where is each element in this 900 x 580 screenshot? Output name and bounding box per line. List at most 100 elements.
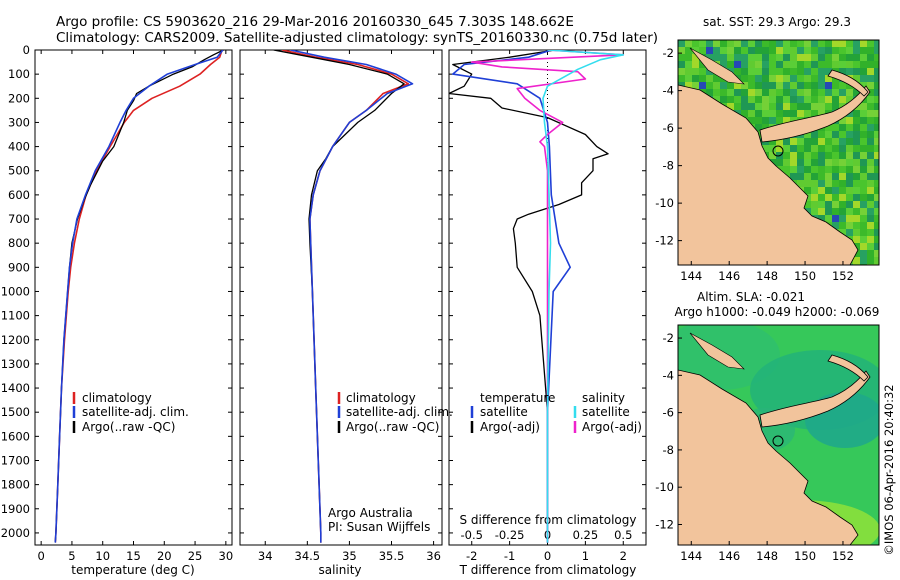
land-new-ireland <box>827 69 869 97</box>
map-lon-label: 144 <box>680 269 702 283</box>
temperature-series <box>54 50 224 543</box>
s-difference-axis: -0.5-0.2500.250.5 <box>461 528 633 542</box>
legend-climatology: climatology <box>346 391 416 405</box>
x-tick-label: 10 <box>95 549 110 563</box>
temperature-panel <box>34 49 233 546</box>
map-lat-label: -6 <box>663 406 674 420</box>
land-new-britain <box>759 370 871 428</box>
map1-title: sat. SST: 29.3 Argo: 29.3 <box>703 15 851 29</box>
title-line-1: Argo profile: CS 5903620_216 29-Mar-2016… <box>56 14 574 30</box>
map-lon-label: 150 <box>794 549 816 563</box>
sal-satellite-line <box>290 50 414 543</box>
land-north-coast <box>689 332 745 370</box>
land-north-coast <box>689 47 745 85</box>
temp-diff-satellite-line <box>451 50 572 543</box>
depth-tick-label: 1200 <box>1 333 30 347</box>
depth-tick-label: 1900 <box>1 502 30 516</box>
x-tick-label: 30 <box>219 549 234 563</box>
map-lat-label: -12 <box>655 517 674 531</box>
legend-climatology: climatology <box>82 391 152 405</box>
difference-series <box>449 50 625 543</box>
depth-tick-label: 300 <box>8 115 30 129</box>
x-tick-label: 36 <box>426 549 441 563</box>
depth-tick-label: 200 <box>8 91 30 105</box>
temperature-xlabel: temperature (deg C) <box>71 563 194 577</box>
depth-tick-label: 1100 <box>1 309 30 323</box>
map-lat-label: -2 <box>663 46 674 60</box>
land-new-guinea <box>678 369 859 545</box>
s-tick-label: -0.25 <box>495 528 525 542</box>
depth-tick-label: 1000 <box>1 284 30 298</box>
map-lat-label: -10 <box>655 480 674 494</box>
depth-tick-label: 800 <box>8 236 30 250</box>
map-lon-label: 146 <box>718 269 740 283</box>
legend-sal-argo: Argo(-adj) <box>582 420 642 434</box>
temp-satellite-line <box>54 50 224 543</box>
sal-diff-satellite-line <box>542 50 625 543</box>
x-tick-label: 34.5 <box>295 549 321 563</box>
argo-location-marker <box>772 145 784 157</box>
t-diff-axis-label: T difference from climatology <box>459 563 637 577</box>
map-lon-label: 146 <box>718 549 740 563</box>
map1-axes: -2 -4 -6 -8 -10 -12 144 146 148 150 152 <box>655 46 854 283</box>
x-tick-label: 0 <box>37 549 44 563</box>
legend-salinity-head: salinity <box>582 391 625 405</box>
x-tick-label: 15 <box>126 549 141 563</box>
map-lon-label: 152 <box>832 549 854 563</box>
x-tick-label: 0 <box>544 549 551 563</box>
map-lon-label: 150 <box>794 269 816 283</box>
salinity-x-axis: 34 34.5 35 35.5 36 <box>258 50 441 563</box>
title-line-2: Climatology: CARS2009. Satellite-adjuste… <box>56 30 659 46</box>
x-tick-label: 1 <box>582 549 589 563</box>
sst-map <box>678 40 879 265</box>
depth-tick-label: 1600 <box>1 429 30 443</box>
land-new-britain <box>759 85 871 143</box>
note-pi: PI: Susan Wijffels <box>328 520 430 534</box>
depth-tick-label: 1300 <box>1 357 30 371</box>
sla-map <box>678 325 879 545</box>
depth-tick-label: 1500 <box>1 405 30 419</box>
s-tick-label: 0.5 <box>614 528 632 542</box>
salinity-xlabel: salinity <box>318 563 361 577</box>
depth-tick-label: 1800 <box>1 478 30 492</box>
map-lat-label: -10 <box>655 196 674 210</box>
x-tick-label: -1 <box>504 549 515 563</box>
temp-diff-argo-line <box>449 50 609 543</box>
argo-location-marker <box>772 435 784 447</box>
map-lat-label: -12 <box>655 234 674 248</box>
map-lat-label: -8 <box>663 159 674 173</box>
legend-temperature-head: temperature <box>480 391 555 405</box>
map1-frame <box>677 39 880 266</box>
s-tick-label: 0.25 <box>573 528 599 542</box>
depth-tick-label: 400 <box>8 140 30 154</box>
depth-tick-label: 100 <box>8 67 30 81</box>
depth-tick-label: 500 <box>8 164 30 178</box>
depth-axis: 0 100 200 300 400 500 600 700 800 900 1000 1100 1200… <box>1 43 646 540</box>
depth-tick-label: 1700 <box>1 453 30 467</box>
x-tick-label: 5 <box>68 549 75 563</box>
map-lat-label: -4 <box>663 84 674 98</box>
map-lon-label: 152 <box>832 269 854 283</box>
map2-title-1: Altim. SLA: -0.021 <box>697 290 805 304</box>
map-lat-label: -4 <box>663 368 674 382</box>
imos-side-label: ©IMOS 06-Apr-2016 20:40:32 <box>882 384 896 555</box>
map2-title-2: Argo h1000: -0.049 h2000: -0.069 <box>675 305 880 319</box>
x-tick-label: 20 <box>157 549 172 563</box>
map-lon-label: 148 <box>756 269 778 283</box>
difference-legend: temperature satellite Argo(-adj) salinit… <box>470 391 642 434</box>
s-tick-label: -0.5 <box>461 528 483 542</box>
legend-satellite: satellite-adj. clim. <box>82 405 189 419</box>
map-lat-label: -2 <box>663 331 674 345</box>
depth-tick-label: 900 <box>8 260 30 274</box>
x-tick-label: 35 <box>342 549 357 563</box>
depth-tick-label: 2000 <box>1 526 30 540</box>
sal-diff-argo-line <box>470 50 625 543</box>
salinity-legend: climatology satellite-adj. clim. Argo(..… <box>337 391 453 434</box>
salinity-series <box>273 50 414 543</box>
depth-tick-label: 600 <box>8 188 30 202</box>
land-new-guinea <box>678 84 859 265</box>
map2-axes: -2 -4 -6 -8 -10 -12 144 146 148 150 152 <box>655 331 854 563</box>
x-tick-label: -2 <box>466 549 477 563</box>
legend-argo: Argo(..raw -QC) <box>346 420 439 434</box>
